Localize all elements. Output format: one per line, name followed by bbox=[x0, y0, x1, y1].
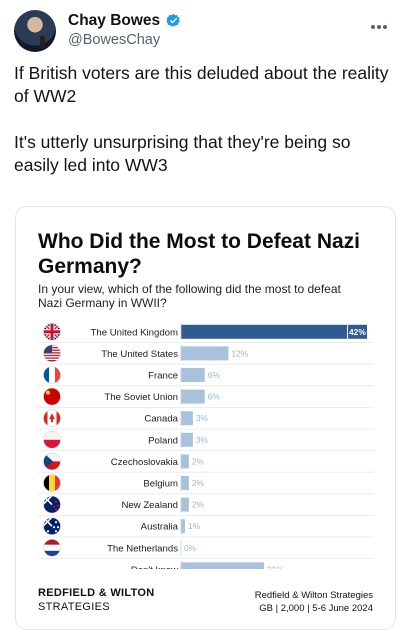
flag-border bbox=[43, 387, 61, 406]
flag-border bbox=[43, 517, 61, 535]
source-sample: GB | 2,000 | 5-6 June 2024 bbox=[259, 603, 373, 614]
bar bbox=[181, 368, 205, 382]
value-label: 21% bbox=[267, 564, 284, 569]
bar bbox=[181, 454, 189, 469]
bar bbox=[181, 389, 205, 404]
category-label: Canada bbox=[144, 414, 178, 425]
flag-border bbox=[43, 539, 61, 557]
tweet-text: If British voters are this deluded about… bbox=[14, 62, 399, 177]
flag-border bbox=[43, 344, 61, 363]
bar bbox=[181, 432, 193, 447]
avatar[interactable] bbox=[14, 10, 56, 52]
category-label: New Zealand bbox=[121, 500, 178, 511]
bar bbox=[181, 519, 185, 534]
flag-belgium-icon bbox=[43, 474, 61, 492]
category-label: Czechoslovakia bbox=[111, 457, 179, 468]
flag-czech-icon bbox=[43, 452, 61, 470]
tweet-header: Chay Bowes @BowesChay bbox=[14, 10, 395, 56]
user-handle[interactable]: @BowesChay bbox=[68, 32, 161, 48]
value-label: 2% bbox=[192, 500, 205, 510]
flag-border bbox=[43, 431, 61, 449]
category-label: The Soviet Union bbox=[104, 392, 178, 403]
flag-border bbox=[43, 323, 61, 341]
bar bbox=[181, 562, 264, 569]
value-label: 2% bbox=[192, 456, 205, 466]
category-label: France bbox=[148, 371, 178, 382]
value-label: 1% bbox=[188, 521, 201, 531]
value-label: 12% bbox=[231, 348, 248, 358]
bar bbox=[181, 324, 347, 339]
bar bbox=[181, 497, 189, 512]
flag-uk-icon bbox=[43, 323, 61, 341]
value-label: 6% bbox=[208, 370, 221, 380]
value-label: 42% bbox=[349, 327, 366, 337]
flag-border bbox=[43, 495, 61, 514]
display-name[interactable]: Chay Bowes bbox=[68, 12, 161, 29]
flag-netherlands-icon bbox=[43, 539, 61, 557]
flag-australia-icon bbox=[43, 517, 61, 535]
brand-name: REDFIELD & WILTON bbox=[38, 587, 155, 599]
bar bbox=[181, 411, 193, 426]
bar-chart: The United Kingdom 42% The United States 12… bbox=[38, 323, 374, 569]
flag-border bbox=[43, 452, 61, 471]
flag-nz-icon bbox=[43, 496, 61, 514]
value-label: 2% bbox=[192, 478, 205, 488]
category-label: Belgium bbox=[143, 479, 178, 490]
category-label: Don't know bbox=[131, 565, 178, 569]
brand-name-sub: STRATEGIES bbox=[38, 601, 110, 613]
source-note: Redfield & Wilton Strategies GB | 2,000 … bbox=[255, 589, 373, 615]
verified-badge-icon bbox=[166, 13, 180, 27]
value-label: 0% bbox=[184, 543, 197, 553]
value-label: 3% bbox=[196, 413, 209, 423]
category-label: Poland bbox=[148, 435, 178, 446]
category-label: The United States bbox=[101, 349, 178, 360]
value-label-bg bbox=[348, 324, 367, 339]
chart-card[interactable]: Who Did the Most to Defeat Nazi Germany?… bbox=[15, 206, 396, 630]
value-label: 6% bbox=[208, 392, 221, 402]
brand-logo: REDFIELD & WILTON STRATEGIES bbox=[38, 586, 155, 614]
flag-border bbox=[43, 474, 61, 492]
flag-canada-icon bbox=[43, 409, 61, 427]
bar bbox=[181, 476, 189, 490]
category-label: The Netherlands bbox=[107, 543, 178, 554]
tweet-text-line: It's utterly unsurprising that they're b… bbox=[14, 132, 351, 175]
flag-poland-icon bbox=[43, 431, 61, 449]
flag-border bbox=[43, 409, 61, 427]
category-label: Australia bbox=[141, 522, 179, 533]
flag-ussr-icon bbox=[43, 388, 61, 406]
chart-title: Who Did the Most to Defeat Nazi Germany? bbox=[38, 230, 360, 278]
more-options-icon[interactable] bbox=[371, 16, 391, 29]
bar bbox=[181, 346, 229, 361]
flag-border bbox=[43, 366, 61, 384]
category-label: The United Kingdom bbox=[91, 327, 178, 338]
flag-us-icon bbox=[43, 344, 61, 362]
value-label: 3% bbox=[196, 435, 209, 445]
source-org: Redfield & Wilton Strategies bbox=[254, 590, 373, 601]
tweet-text-line: If British voters are this deluded about… bbox=[14, 63, 389, 106]
chart-subtitle: In your view, which of the following did… bbox=[38, 282, 341, 310]
flag-france-icon bbox=[43, 366, 61, 384]
